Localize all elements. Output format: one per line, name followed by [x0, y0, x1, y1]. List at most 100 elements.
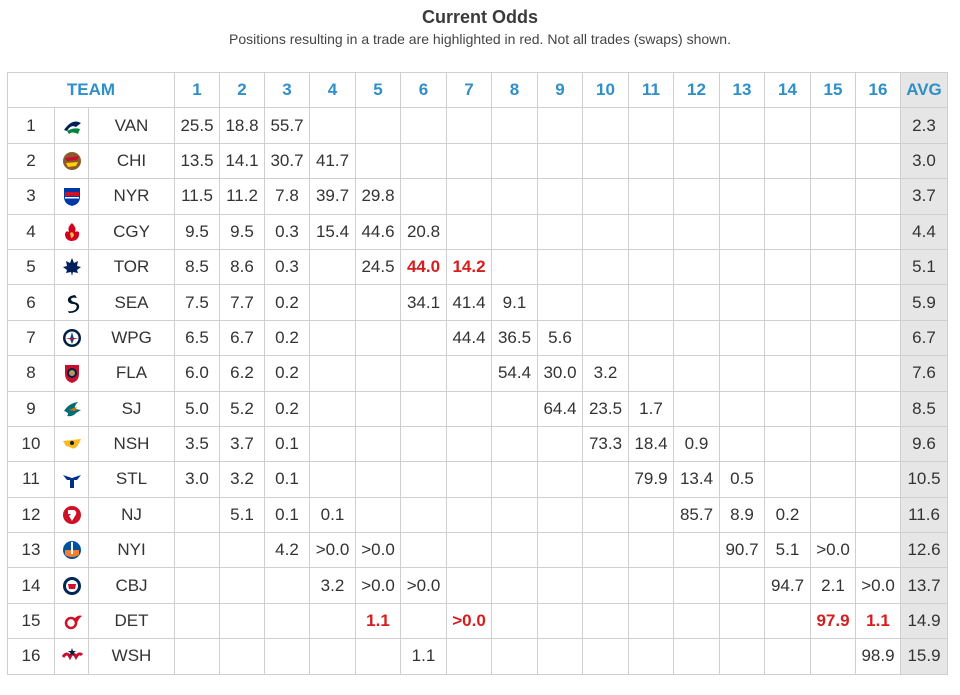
team-abbreviation[interactable]: CGY [88, 213, 175, 250]
table-row: 9 SJ 5.0 5.2 0.2 64.4 23.5 1.7 8.5 [7, 390, 948, 427]
avg-cell: 10.5 [900, 461, 948, 498]
odds-cell [537, 567, 583, 604]
team-abbreviation[interactable]: SJ [88, 390, 175, 427]
odds-cell [719, 213, 765, 250]
odds-cell [810, 355, 856, 392]
odds-cell [309, 602, 356, 640]
odds-cell [537, 532, 583, 569]
odds-cell [582, 532, 629, 569]
odds-cell [264, 638, 310, 675]
team-abbreviation[interactable]: TOR [88, 248, 175, 286]
odds-cell: 55.7 [264, 107, 310, 144]
odds-cell [673, 178, 720, 215]
position-column-header[interactable]: 6 [400, 71, 447, 109]
rank-cell: 5 [7, 248, 55, 286]
odds-cell: >0.0 [810, 532, 856, 569]
odds-cell [446, 461, 492, 498]
rank-cell: 4 [7, 213, 55, 250]
odds-cell [537, 425, 583, 463]
team-abbreviation[interactable]: CHI [88, 142, 175, 180]
team-column-header[interactable]: TEAM [7, 71, 175, 109]
odds-cell [764, 390, 811, 427]
position-column-header[interactable]: 3 [264, 71, 310, 109]
odds-cell [628, 213, 674, 250]
odds-cell: 94.7 [764, 567, 811, 604]
odds-cell [719, 425, 765, 463]
odds-cell: 73.3 [582, 425, 629, 463]
team-abbreviation[interactable]: STL [88, 461, 175, 498]
team-abbreviation[interactable]: CBJ [88, 567, 175, 604]
odds-cell [810, 496, 856, 534]
odds-cell [491, 142, 538, 180]
odds-cell: 1.1 [400, 638, 447, 675]
odds-cell [400, 319, 447, 357]
odds-cell [355, 496, 401, 534]
odds-cell: >0.0 [855, 567, 901, 604]
odds-cell: 13.5 [174, 142, 220, 180]
odds-cell: 3.2 [219, 461, 265, 498]
odds-cell [764, 107, 811, 144]
odds-cell [491, 390, 538, 427]
team-abbreviation[interactable]: FLA [88, 355, 175, 392]
odds-cell [537, 213, 583, 250]
position-column-header[interactable]: 8 [491, 71, 538, 109]
position-column-header[interactable]: 12 [673, 71, 720, 109]
rank-cell: 8 [7, 355, 55, 392]
avg-cell: 11.6 [900, 496, 948, 534]
position-column-header[interactable]: 2 [219, 71, 265, 109]
team-abbreviation[interactable]: NYR [88, 178, 175, 215]
team-abbreviation[interactable]: NJ [88, 496, 175, 534]
odds-cell [673, 567, 720, 604]
odds-cell [309, 319, 356, 357]
position-column-header[interactable]: 15 [810, 71, 856, 109]
position-column-header[interactable]: 10 [582, 71, 629, 109]
odds-cell [764, 425, 811, 463]
position-column-header[interactable]: 7 [446, 71, 492, 109]
odds-cell [491, 248, 538, 286]
odds-cell [400, 390, 447, 427]
team-abbreviation[interactable]: SEA [88, 284, 175, 321]
avg-column-header[interactable]: AVG [900, 71, 948, 109]
position-column-header[interactable]: 11 [628, 71, 674, 109]
position-column-header[interactable]: 16 [855, 71, 901, 109]
odds-cell: 3.5 [174, 425, 220, 463]
odds-cell [719, 107, 765, 144]
odds-cell [355, 319, 401, 357]
position-column-header[interactable]: 4 [309, 71, 356, 109]
odds-cell [582, 142, 629, 180]
table-header-row: TEAM 1 2 3 4 5 6 7 8 9 10 11 12 13 14 15 16 AVG [7, 71, 948, 109]
odds-cell: >0.0 [400, 567, 447, 604]
team-abbreviation[interactable]: DET [88, 602, 175, 640]
avg-cell: 5.9 [900, 284, 948, 321]
odds-cell [537, 142, 583, 180]
page-subtitle: Positions resulting in a trade are highl… [229, 31, 731, 47]
odds-cell [400, 461, 447, 498]
position-column-header[interactable]: 1 [174, 71, 220, 109]
odds-cell [582, 284, 629, 321]
team-abbreviation[interactable]: NYI [88, 532, 175, 569]
position-column-header[interactable]: 14 [764, 71, 811, 109]
team-abbreviation[interactable]: VAN [88, 107, 175, 144]
team-abbreviation[interactable]: WPG [88, 319, 175, 357]
rank-cell: 14 [7, 567, 55, 604]
avg-cell: 2.3 [900, 107, 948, 144]
team-abbreviation[interactable]: WSH [88, 638, 175, 675]
position-column-header[interactable]: 9 [537, 71, 583, 109]
blackhawks-logo-icon [54, 142, 89, 180]
odds-cell [219, 532, 265, 569]
odds-cell [628, 248, 674, 286]
table-row: 10 NSH 3.5 3.7 0.1 73.3 18.4 0.9 9.6 [7, 425, 948, 463]
odds-cell [309, 284, 356, 321]
odds-cell [719, 248, 765, 286]
position-column-header[interactable]: 5 [355, 71, 401, 109]
position-column-header[interactable]: 13 [719, 71, 765, 109]
odds-cell [628, 532, 674, 569]
avg-cell: 5.1 [900, 248, 948, 286]
odds-cell: 14.2 [446, 248, 492, 286]
avg-cell: 8.5 [900, 390, 948, 427]
odds-cell [582, 602, 629, 640]
rank-cell: 9 [7, 390, 55, 427]
odds-cell [446, 178, 492, 215]
team-abbreviation[interactable]: NSH [88, 425, 175, 463]
odds-cell: 3.7 [219, 425, 265, 463]
